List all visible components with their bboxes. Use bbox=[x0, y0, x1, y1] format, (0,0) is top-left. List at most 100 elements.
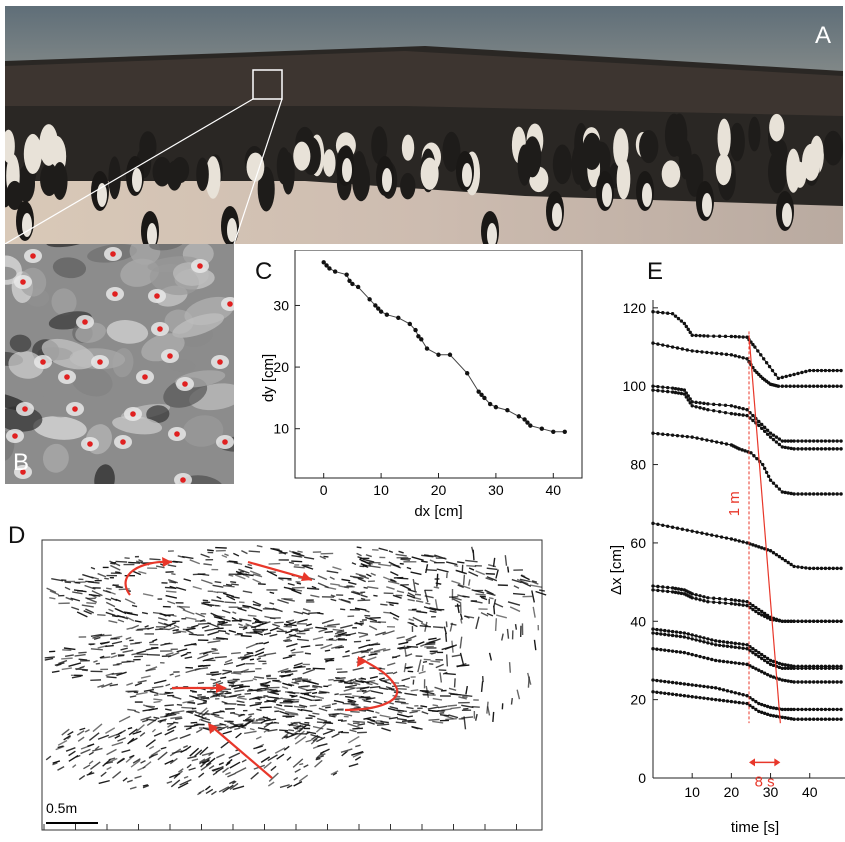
e-data-point bbox=[784, 663, 787, 666]
e-data-point bbox=[734, 335, 737, 338]
e-data-point bbox=[730, 537, 733, 540]
e-data-point bbox=[751, 651, 754, 654]
e-data-point bbox=[789, 439, 792, 442]
e-data-point bbox=[726, 660, 729, 663]
e-data-point bbox=[656, 389, 659, 392]
penguin-marker bbox=[182, 381, 188, 387]
e-data-point bbox=[730, 353, 733, 356]
e-data-point bbox=[820, 567, 823, 570]
e-data-point bbox=[769, 706, 772, 709]
e-data-point bbox=[683, 651, 686, 654]
e-data-point bbox=[839, 667, 842, 670]
e-ytick-label: 100 bbox=[623, 378, 647, 394]
e-data-point bbox=[686, 528, 689, 531]
e-data-point bbox=[824, 369, 827, 372]
e-data-point bbox=[785, 384, 788, 387]
e-data-point bbox=[804, 566, 807, 569]
e-data-point bbox=[781, 557, 784, 560]
e-data-point bbox=[767, 475, 770, 478]
penguin-silhouette bbox=[282, 152, 295, 195]
e-data-point bbox=[749, 451, 752, 454]
e-data-point bbox=[687, 683, 690, 686]
penguin-silhouette bbox=[52, 162, 67, 200]
e-data-point bbox=[666, 433, 669, 436]
e-data-point bbox=[832, 384, 835, 387]
e-data-point bbox=[683, 682, 686, 685]
e-data-point bbox=[694, 597, 697, 600]
e-data-point bbox=[778, 666, 781, 669]
e-data-point bbox=[706, 685, 709, 688]
penguin-silhouette bbox=[39, 124, 58, 166]
zoom-image bbox=[5, 244, 234, 484]
e-data-point bbox=[804, 447, 807, 450]
e-data-point bbox=[666, 344, 669, 347]
e-data-point bbox=[804, 680, 807, 683]
e-data-point bbox=[651, 627, 654, 630]
e-data-point bbox=[769, 549, 772, 552]
e-data-point bbox=[763, 712, 766, 715]
c-data-point bbox=[367, 297, 371, 301]
e-data-point bbox=[700, 350, 703, 353]
e-ytick-label: 0 bbox=[638, 770, 646, 786]
e-data-point bbox=[738, 646, 741, 649]
penguin-silhouette bbox=[662, 160, 681, 187]
e-data-point bbox=[745, 647, 748, 650]
e-data-point bbox=[760, 613, 763, 616]
e-data-point bbox=[839, 718, 842, 721]
e-data-point bbox=[722, 640, 725, 643]
penguin-silhouette bbox=[639, 130, 658, 163]
e-data-point bbox=[812, 567, 815, 570]
e-data-point bbox=[755, 457, 758, 460]
e-data-point bbox=[800, 566, 803, 569]
e-data-point bbox=[724, 601, 727, 604]
e-data-point bbox=[745, 541, 748, 544]
penguin-silhouette bbox=[718, 119, 731, 158]
panel-a-photo: A bbox=[5, 6, 843, 244]
e-data-point bbox=[839, 708, 842, 711]
e-data-point bbox=[816, 384, 819, 387]
e-data-point bbox=[745, 414, 748, 417]
e-data-point bbox=[651, 584, 654, 587]
e-data-point bbox=[730, 700, 733, 703]
e-data-point bbox=[651, 588, 654, 591]
e-data-point bbox=[751, 647, 754, 650]
e-data-point bbox=[808, 620, 811, 623]
e-data-point bbox=[663, 633, 666, 636]
e-data-point bbox=[698, 406, 701, 409]
e-data-point bbox=[816, 492, 819, 495]
e-data-point bbox=[781, 439, 784, 442]
e-data-point bbox=[757, 702, 760, 705]
e-data-point bbox=[694, 634, 697, 637]
e-data-point bbox=[760, 657, 763, 660]
e-data-point bbox=[778, 619, 781, 622]
e-data-point bbox=[784, 491, 787, 494]
e-data-point bbox=[710, 642, 713, 645]
e-data-point bbox=[772, 438, 775, 441]
e-data-point bbox=[808, 384, 811, 387]
e-data-point bbox=[680, 319, 683, 322]
e-data-point bbox=[651, 388, 654, 391]
e-data-point bbox=[663, 680, 666, 683]
e-data-point bbox=[785, 375, 788, 378]
penguin-marker bbox=[142, 374, 148, 380]
e-data-point bbox=[839, 447, 842, 450]
e-data-point bbox=[675, 681, 678, 684]
e-data-point bbox=[656, 311, 659, 314]
e-data-point bbox=[705, 438, 708, 441]
e-data-point bbox=[828, 708, 831, 711]
e-data-point bbox=[734, 646, 737, 649]
e-data-point bbox=[784, 439, 787, 442]
e-data-point bbox=[698, 594, 701, 597]
e-data-point bbox=[778, 487, 781, 490]
e-data-point bbox=[745, 600, 748, 603]
e-data-point bbox=[778, 437, 781, 440]
e-data-point bbox=[694, 334, 697, 337]
e-data-point bbox=[667, 692, 670, 695]
e-data-point bbox=[655, 647, 658, 650]
e-data-point bbox=[680, 592, 683, 595]
penguin-marker bbox=[22, 406, 28, 412]
e-data-point bbox=[690, 653, 693, 656]
panel-b-zoom: B bbox=[5, 244, 234, 484]
e-data-point bbox=[661, 343, 664, 346]
